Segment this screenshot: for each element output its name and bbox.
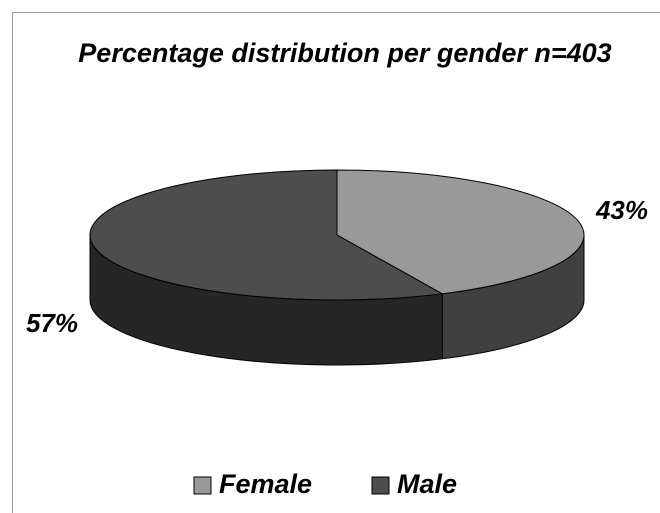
slice: [89, 169, 444, 301]
legend-label: Female: [219, 469, 312, 499]
slice: [336, 169, 585, 295]
legend-label: Male: [397, 469, 457, 499]
legend: Female Male: [193, 469, 457, 499]
data-label: 57%: [26, 308, 78, 338]
legend-swatch: [371, 476, 390, 495]
chart-title: Percentage distribution per gender n=403: [78, 38, 611, 68]
pie: 43% 57%: [26, 169, 648, 366]
legend-swatch: [193, 476, 212, 495]
data-label: 43%: [595, 195, 648, 225]
